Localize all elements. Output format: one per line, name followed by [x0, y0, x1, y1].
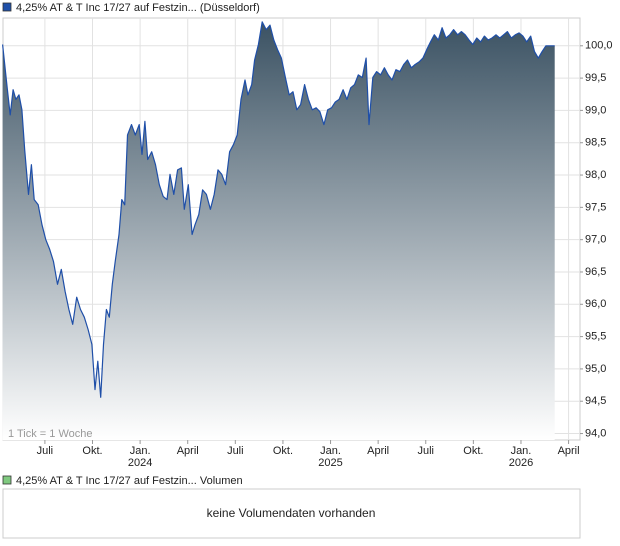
- x-tick-label: Okt.: [463, 445, 483, 457]
- y-tick-label: 99,5: [585, 72, 606, 84]
- x-tick-label: Jan.: [511, 445, 532, 457]
- legend-label: 4,25% AT & T Inc 17/27 auf Festzin... (D…: [16, 2, 260, 14]
- y-tick-label: 95,5: [585, 331, 606, 343]
- x-tick-label: Okt.: [273, 445, 293, 457]
- line: [2, 21, 555, 398]
- x-tick-year: 2024: [128, 457, 152, 469]
- x-tick-label: Juli: [417, 445, 434, 457]
- x-tick-label: Jan.: [320, 445, 341, 457]
- legend-swatch: [2, 475, 12, 485]
- x-tick-label: April: [177, 445, 199, 457]
- y-tick-label: 98,0: [585, 169, 606, 181]
- x-tick-label: April: [367, 445, 389, 457]
- y-tick-label: 96,5: [585, 266, 606, 278]
- volume-message: keine Volumendaten vorhanden: [207, 506, 376, 520]
- y-tick-label: 98,5: [585, 137, 606, 149]
- y-tick-label: 99,0: [585, 104, 606, 116]
- y-tick-label: 94,5: [585, 395, 606, 407]
- y-tick-label: 95,0: [585, 363, 606, 375]
- x-tick-year: 2025: [318, 457, 342, 469]
- x-tick-label: Jan.: [130, 445, 151, 457]
- y-tick-label: 94,0: [585, 427, 606, 439]
- legend-swatch: [2, 2, 12, 12]
- area: [2, 21, 555, 441]
- x-tick-year: 2026: [509, 457, 533, 469]
- x-tick-label: Juli: [37, 445, 54, 457]
- x-tick-label: Okt.: [82, 445, 102, 457]
- legend-label: 4,25% AT & T Inc 17/27 auf Festzin... Vo…: [16, 475, 243, 487]
- y-tick-label: 97,5: [585, 201, 606, 213]
- y-tick-label: 96,0: [585, 298, 606, 310]
- y-tick-label: 97,0: [585, 234, 606, 246]
- y-tick-label: 100,0: [585, 40, 613, 52]
- x-tick-label: April: [558, 445, 580, 457]
- annotation: 1 Tick = 1 Woche: [8, 428, 92, 440]
- volume-frame: [2, 488, 581, 539]
- x-tick-label: Juli: [227, 445, 244, 457]
